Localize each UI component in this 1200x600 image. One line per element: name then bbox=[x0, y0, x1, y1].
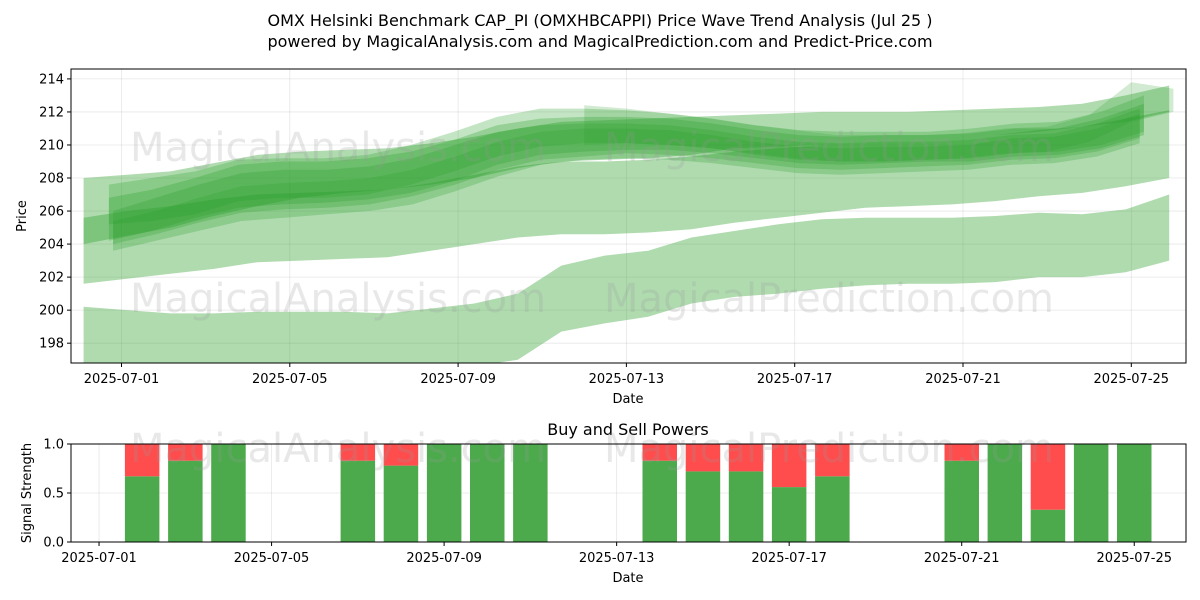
price-band-core-4 bbox=[113, 113, 1140, 251]
price-band-core-3 bbox=[113, 108, 1140, 245]
signal-x-tick-label: 2025-07-05 bbox=[234, 551, 310, 566]
buy-bar bbox=[124, 476, 160, 542]
chart-title-line2: powered by MagicalAnalysis.com and Magic… bbox=[267, 32, 932, 51]
price-chart: MagicalAnalysis.com MagicalPrediction.co… bbox=[15, 68, 1187, 407]
sell-bar bbox=[642, 444, 677, 461]
signal-y-tick-label: 1.0 bbox=[43, 438, 64, 453]
price-x-tick-label: 2025-07-05 bbox=[252, 372, 328, 387]
price-watermarks: MagicalAnalysis.com MagicalPrediction.co… bbox=[130, 125, 1054, 322]
watermark-analysis-bottom: MagicalAnalysis.com bbox=[130, 426, 546, 472]
signal-x-tick-label: 2025-07-25 bbox=[1096, 551, 1172, 566]
signal-x-tick-label: 2025-07-21 bbox=[924, 551, 1000, 566]
buy-bar bbox=[685, 471, 721, 542]
buy-bar bbox=[1073, 444, 1109, 542]
watermark-analysis-top: MagicalAnalysis.com bbox=[130, 125, 546, 171]
buy-bar bbox=[1117, 444, 1152, 542]
signal-y-ticks: 0.0 0.5 1.0 bbox=[43, 438, 71, 551]
price-y-tick-label: 212 bbox=[39, 105, 64, 120]
price-band-spike bbox=[584, 82, 1174, 162]
buy-bar bbox=[426, 444, 462, 542]
price-band-low-band bbox=[83, 194, 1170, 363]
price-y-tick-label: 200 bbox=[39, 304, 64, 319]
sell-bar bbox=[340, 444, 376, 461]
buy-bar bbox=[383, 465, 419, 542]
buy-bar bbox=[168, 460, 203, 542]
buy-bar bbox=[728, 471, 764, 542]
buy-bar bbox=[987, 444, 1023, 542]
price-x-tick-label: 2025-07-01 bbox=[84, 372, 160, 387]
buy-bar bbox=[513, 444, 548, 542]
sell-bar bbox=[944, 444, 979, 461]
price-bands bbox=[83, 82, 1174, 363]
price-x-tick-label: 2025-07-21 bbox=[925, 372, 1001, 387]
buy-bar bbox=[470, 444, 505, 542]
price-y-tick-label: 208 bbox=[39, 172, 64, 187]
price-y-tick-label: 210 bbox=[39, 138, 64, 153]
sell-bar bbox=[771, 444, 807, 488]
signal-y-axis-label: Signal Strength bbox=[20, 443, 35, 543]
price-plot-frame bbox=[70, 68, 1187, 364]
price-x-tick-label: 2025-07-09 bbox=[420, 372, 496, 387]
buy-bar bbox=[642, 460, 677, 542]
signal-y-tick-label: 0.5 bbox=[43, 487, 64, 502]
price-y-axis-label: Price bbox=[15, 200, 30, 232]
price-y-tick-label: 206 bbox=[39, 205, 64, 220]
watermark-prediction-top: MagicalPrediction.com bbox=[604, 125, 1054, 171]
sell-bar bbox=[124, 444, 160, 477]
price-y-tick-label: 204 bbox=[39, 238, 64, 253]
signal-x-ticks: 2025-07-01 2025-07-05 2025-07-09 2025-07-13… bbox=[61, 542, 1172, 566]
signal-x-tick-label: 2025-07-01 bbox=[61, 551, 137, 566]
signal-x-tick-label: 2025-07-17 bbox=[751, 551, 827, 566]
signal-x-axis-label: Date bbox=[612, 571, 643, 586]
watermark-prediction-bottom: MagicalPrediction.com bbox=[604, 426, 1054, 472]
price-x-tick-label: 2025-07-17 bbox=[757, 372, 833, 387]
sell-bar bbox=[383, 444, 419, 466]
sell-bar bbox=[815, 444, 850, 477]
price-x-axis-label: Date bbox=[612, 392, 643, 407]
signal-chart-title: Buy and Sell Powers bbox=[547, 420, 709, 439]
signal-bars bbox=[124, 444, 1152, 542]
price-y-ticks: 198 200 202 204 206 208 210 212 214 bbox=[39, 72, 71, 352]
price-y-tick-label: 214 bbox=[39, 72, 64, 87]
signal-x-tick-label: 2025-07-13 bbox=[579, 551, 655, 566]
buy-bar bbox=[815, 476, 850, 542]
price-band-wide-upper bbox=[83, 85, 1170, 245]
price-band-core-2 bbox=[108, 95, 1144, 225]
sell-bar bbox=[168, 444, 203, 461]
price-grid bbox=[71, 69, 1186, 363]
price-y-tick-label: 202 bbox=[39, 271, 64, 286]
buy-bar bbox=[340, 460, 376, 542]
price-band-mid-band bbox=[83, 110, 1170, 284]
buy-bar bbox=[211, 444, 246, 542]
price-band-core-1 bbox=[108, 103, 1144, 241]
price-y-tick-label: 198 bbox=[39, 337, 64, 352]
buy-bar bbox=[1030, 509, 1066, 542]
sell-bar bbox=[728, 444, 764, 472]
buy-bar bbox=[944, 460, 979, 542]
price-x-tick-label: 2025-07-25 bbox=[1094, 372, 1170, 387]
signal-chart: Buy and Sell Powers MagicalAnalysis.com … bbox=[20, 420, 1187, 586]
signal-x-tick-label: 2025-07-09 bbox=[406, 551, 482, 566]
watermark-prediction-mid: MagicalPrediction.com bbox=[604, 276, 1054, 322]
sell-bar bbox=[1030, 444, 1066, 510]
chart-title-line1: OMX Helsinki Benchmark CAP_PI (OMXHBCAPP… bbox=[267, 11, 932, 31]
signal-watermarks: MagicalAnalysis.com MagicalPrediction.co… bbox=[130, 426, 1054, 472]
signal-y-tick-label: 0.0 bbox=[43, 536, 64, 551]
price-x-tick-label: 2025-07-13 bbox=[589, 372, 665, 387]
buy-bar bbox=[771, 487, 807, 542]
sell-bar bbox=[685, 444, 721, 472]
watermark-analysis-mid: MagicalAnalysis.com bbox=[130, 276, 546, 322]
price-x-ticks: 2025-07-01 2025-07-05 2025-07-09 2025-07-13… bbox=[84, 363, 1169, 387]
